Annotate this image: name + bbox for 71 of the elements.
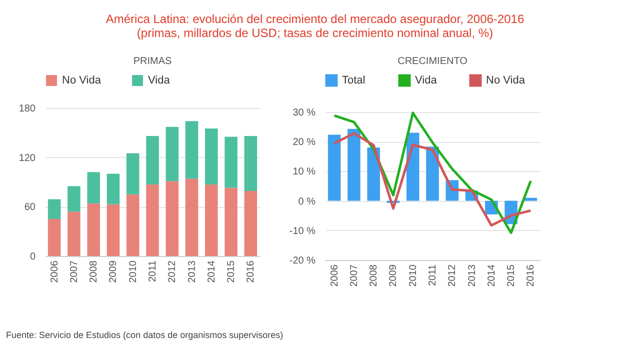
x-axis-title: CRECIMIENTO [398,56,468,67]
bar [146,184,159,256]
legend-label: Vida [415,74,438,87]
y-tick-label: 20 % [292,137,316,148]
x-tick-label: 2014 [206,260,218,283]
x-tick-label: 2011 [428,264,438,286]
y-tick-label: 120 [18,152,36,164]
legend-label: No Vida [62,74,102,87]
bar [185,121,198,179]
bar [146,136,159,184]
x-tick-label: 2006 [329,264,340,287]
x-tick-label: 2012 [167,260,178,283]
y-tick-label: 30 % [292,108,316,118]
bar [426,146,439,201]
bar [106,204,120,256]
y-tick-label: 0 % [298,196,316,208]
x-tick-label: 2015 [226,260,238,283]
legend-label: Total [342,74,366,87]
y-tick-label: 0 [30,252,36,262]
bar [166,181,179,256]
bar [106,174,120,204]
x-tick-label: 2006 [49,260,60,283]
bar [68,212,80,256]
x-tick-label: 2013 [466,264,478,287]
bar [87,172,100,204]
x-tick-label: 2010 [408,264,419,287]
x-tick-label: 2016 [526,264,537,287]
text: América Latina: evolución del crecimiento del mercado asegurador, 2006-2016 [104,12,526,26]
x-tick-label: 2008 [368,264,380,287]
bar [205,184,218,256]
y-tick-label: 180 [18,104,36,114]
bar [185,178,198,256]
x-tick-label: 2007 [68,260,80,283]
x-tick-label: 2008 [88,260,100,283]
bar [244,191,258,256]
bar [224,188,238,256]
y-tick-label: -20 % [289,256,316,266]
x-tick-label: 2010 [128,260,139,283]
y-tick-label: -10 % [289,226,316,237]
bar [244,136,258,192]
bar [367,148,380,201]
bar [126,153,140,194]
x-tick-label: 2011 [148,260,158,282]
bar [328,134,341,201]
x-tick-label: 2012 [447,264,458,287]
x-tick-label: 2013 [186,260,198,283]
legend-label: No Vida [486,74,526,87]
x-tick-label: 2009 [108,260,120,283]
legend-label: Vida [148,74,171,87]
bar [68,186,80,212]
bar [87,203,100,256]
line-series [333,132,532,227]
bar [224,136,238,188]
source-note: Fuente: Servicio de Estudios (con datos de organismos supervisores) [6,330,284,340]
line-series [333,112,532,234]
x-tick-label: 2009 [388,264,400,287]
bar [48,199,61,219]
bar [126,194,140,256]
bar [205,128,218,184]
y-tick-label: 10 % [292,166,316,178]
x-tick-label: 2016 [246,260,257,283]
x-tick-label: 2007 [348,264,360,287]
y-tick-label: 60 [24,202,36,214]
x-axis-title: PRIMAS [133,56,172,67]
text: (primas, millardos de USD; tasas de crecimiento nominal anual, %) [136,26,494,40]
x-tick-label: 2015 [506,264,518,287]
bar [48,219,61,256]
x-tick-label: 2014 [486,264,498,287]
bar [348,128,360,201]
bar [524,198,538,201]
bar [166,126,179,182]
